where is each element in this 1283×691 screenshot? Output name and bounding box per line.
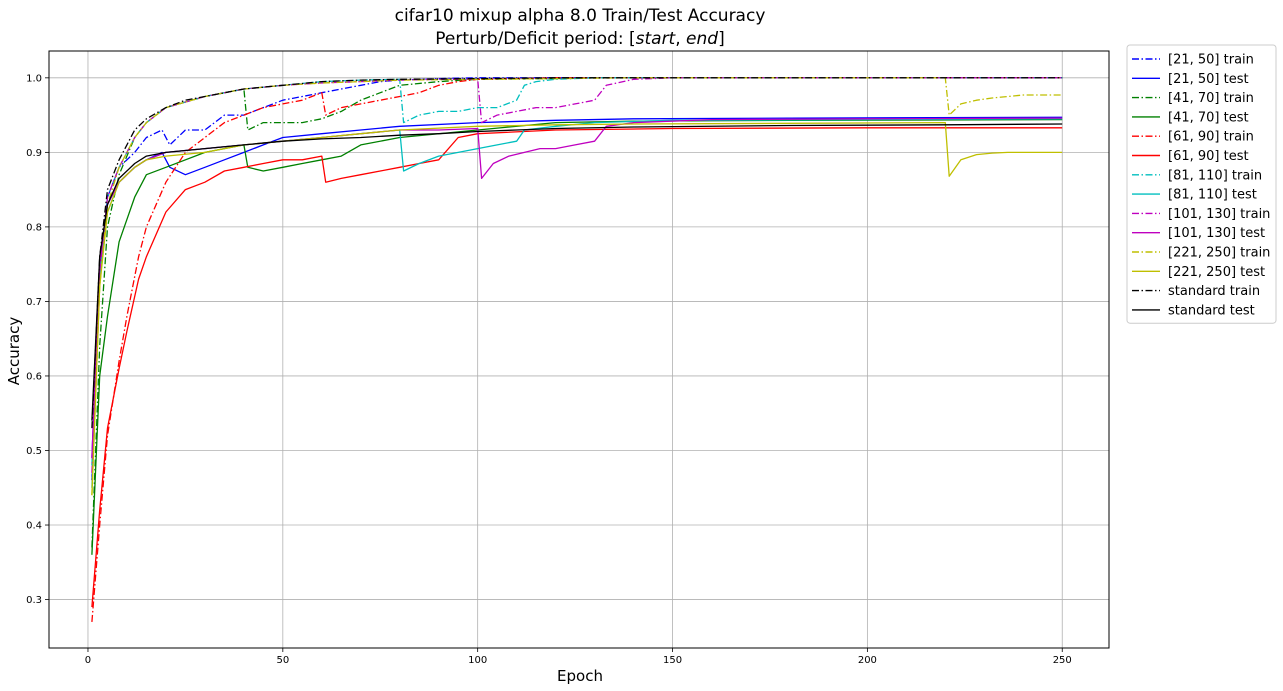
grid [49,51,1109,648]
series-line-12 [91,77,1063,429]
legend-entry: [81, 110] test [1168,188,1257,203]
legend-entry: [101, 130] train [1168,207,1270,222]
x-tick-label: 200 [858,655,877,666]
legend-box [1126,44,1277,324]
y-tick-label: 0.9 [26,148,42,159]
y-ticks: 0.3 0.4 0.5 0.6 0.7 0.8 0.9 1.0 [26,73,49,606]
y-tick-label: 0.7 [26,297,42,308]
plot-frame [48,50,1110,649]
series-line-0 [91,77,1063,481]
series-line-4 [91,77,1063,622]
series-line-2 [91,77,1063,548]
legend-entry: [221, 250] test [1168,265,1265,280]
series-line-13 [91,123,1063,421]
x-tick-label: 250 [1053,655,1072,666]
y-tick-label: 0.4 [26,521,42,532]
subtitle-start: start [636,29,677,49]
legend-entry: [21, 50] test [1168,72,1249,87]
legend: [21, 50] train [21, 50] test [41, 70] trai… [1126,44,1277,324]
legend-entry: [21, 50] train [1168,53,1254,68]
subtitle-suffix: ] [718,29,725,49]
y-tick-label: 0.5 [26,446,42,457]
series-line-5 [91,127,1063,608]
subtitle-prefix: Perturb/Deficit period: [ [435,29,635,49]
series-line-3 [91,118,1063,555]
legend-entry: [41, 70] train [1168,91,1254,106]
legend-entry: [61, 90] train [1168,130,1254,145]
subtitle-sep: , [675,29,686,49]
y-tick-label: 1.0 [26,73,42,84]
x-tick-label: 150 [663,655,682,666]
chart-title: cifar10 mixup alpha 8.0 Train/Test Accur… [395,6,766,26]
series-line-8 [91,77,1063,473]
x-tick-label: 0 [85,655,91,666]
legend-entry: standard test [1168,303,1255,318]
subtitle-end: end [686,29,718,49]
y-tick-label: 0.8 [26,222,42,233]
legend-entry: [221, 250] train [1168,246,1270,261]
series-line-7 [91,118,1063,466]
x-axis-label: Epoch [557,667,603,685]
y-axis-label: Accuracy [5,317,23,386]
legend-entry: [61, 90] test [1168,149,1249,164]
x-tick-label: 50 [276,655,289,666]
series-line-6 [91,77,1063,488]
series-line-10 [91,77,1063,496]
y-tick-label: 0.3 [26,595,42,606]
legend-entry: [41, 70] test [1168,110,1249,125]
legend-entry: [101, 130] test [1168,226,1265,241]
y-tick-label: 0.6 [26,371,42,382]
legend-entry: [81, 110] train [1168,168,1262,183]
legend-entry: standard train [1168,284,1260,299]
x-ticks: 0 50 100 150 200 250 [85,648,1072,666]
series-lines [91,77,1063,622]
x-tick-label: 100 [468,655,487,666]
series-line-11 [91,121,1063,496]
chart-subtitle: Perturb/Deficit period: [start, end] [435,29,724,49]
